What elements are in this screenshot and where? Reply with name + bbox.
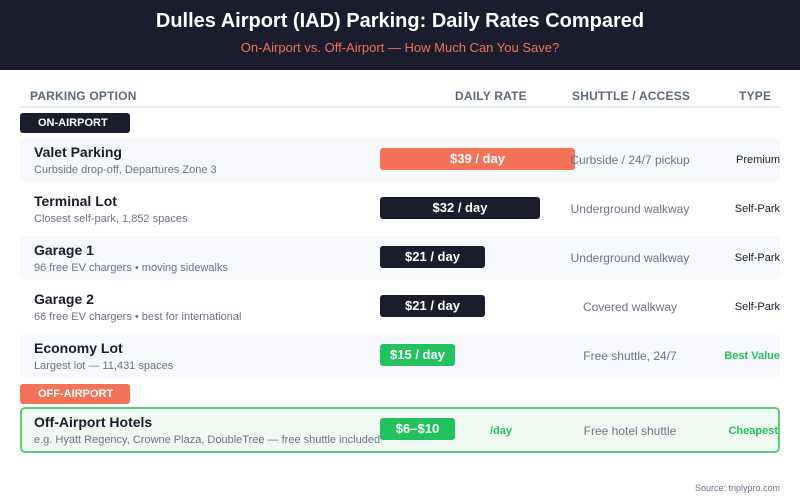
row-name: Garage 2	[34, 291, 94, 307]
header-divider	[20, 106, 780, 108]
row-type: Self-Park	[734, 301, 780, 313]
table-row-economy-lot: Economy Lot Largest lot — 11,431 spaces …	[20, 334, 780, 378]
page-header: Dulles Airport (IAD) Parking: Daily Rate…	[0, 0, 800, 70]
row-type: Premium	[735, 154, 780, 166]
column-header-type: TYPE	[739, 89, 772, 103]
rate-suffix: /day	[490, 425, 513, 437]
row-name: Valet Parking	[34, 144, 122, 160]
row-type-badge: Cheapest	[728, 425, 778, 437]
row-description: e.g. Hyatt Regency, Crowne Plaza, Double…	[34, 434, 381, 446]
column-header-rate: DAILY RATE	[455, 89, 527, 103]
page-title: Dulles Airport (IAD) Parking: Daily Rate…	[155, 10, 645, 32]
row-description: 96 free EV chargers • moving sidewalks	[34, 262, 228, 274]
row-type-badge: Best Value	[724, 350, 780, 362]
table-row-garage-1: Garage 1 96 free EV chargers • moving si…	[20, 236, 780, 280]
row-access: Covered walkway	[582, 300, 678, 314]
row-type: Self-Park	[734, 203, 780, 215]
row-access: Underground walkway	[570, 251, 690, 265]
table-row-off-airport-hotels: Off-Airport Hotels e.g. Hyatt Regency, C…	[20, 407, 780, 453]
table-row-garage-2: Garage 2 66 free EV chargers • best for …	[20, 285, 780, 329]
row-name: Garage 1	[34, 242, 94, 258]
rate-bar: $32 / day	[380, 197, 540, 219]
rate-bar: $21 / day	[380, 246, 485, 268]
rate-bar: $39 / day	[380, 148, 575, 170]
row-description: 66 free EV chargers • best for internati…	[34, 311, 242, 323]
row-name: Economy Lot	[34, 340, 123, 356]
row-access: Free shuttle, 24/7	[583, 349, 677, 363]
rate-bar: $6–$10	[380, 418, 455, 440]
row-name: Terminal Lot	[34, 193, 117, 209]
table-row-valet-parking: Valet Parking Curbside drop-off, Departu…	[20, 138, 780, 182]
column-header-access: SHUTTLE / ACCESS	[572, 89, 691, 103]
rate-bar: $15 / day	[380, 344, 455, 366]
row-access: Underground walkway	[570, 202, 690, 216]
row-type: Self-Park	[734, 252, 780, 264]
page-subtitle: On-Airport vs. Off-Airport — How Much Ca…	[240, 40, 560, 55]
row-access: Curbside / 24/7 pickup	[570, 153, 690, 167]
row-access: Free hotel shuttle	[583, 424, 677, 438]
row-name: Off-Airport Hotels	[34, 414, 153, 430]
column-header-option: PARKING OPTION	[30, 89, 137, 103]
table-row-terminal-lot: Terminal Lot Closest self-park, 1,852 sp…	[20, 187, 780, 231]
section-tag-on-airport: ON-AIRPORT	[20, 113, 130, 133]
source-credit: Source: triplypro.com	[694, 483, 780, 493]
section-tag-off-airport: OFF-AIRPORT	[20, 384, 130, 404]
rate-bar: $21 / day	[380, 295, 485, 317]
row-description: Largest lot — 11,431 spaces	[34, 360, 174, 372]
row-description: Curbside drop-off, Departures Zone 3	[34, 164, 217, 176]
row-description: Closest self-park, 1,852 spaces	[34, 213, 188, 225]
